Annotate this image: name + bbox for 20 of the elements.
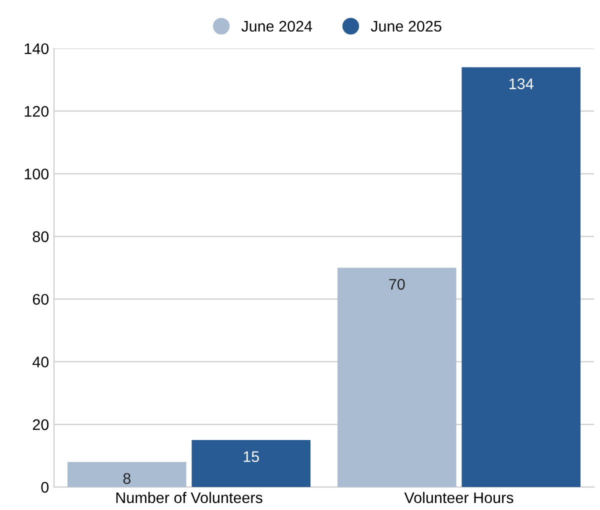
legend-label: June 2025 [370,20,442,32]
y-tick-label: 40 [32,356,49,368]
y-tick-label: 100 [24,168,49,180]
bar [192,440,310,488]
bar [338,268,456,488]
bar [462,67,580,488]
data-label: 15 [244,451,259,462]
y-tick-label: 80 [32,231,49,242]
y-tick-label: 140 [24,43,49,54]
y-tick-label: 0 [41,482,49,493]
data-label: 134 [510,78,534,90]
data-label: 8 [123,473,130,484]
data-label: 70 [389,278,405,290]
legend-label: June 2024 [241,20,312,32]
bar [68,462,186,488]
x-tick-label: Number of Volunteers [116,492,262,504]
x-tick-label: Volunteer Hours [404,492,514,504]
y-tick-label: 20 [32,419,49,430]
y-tick-label: 60 [32,294,49,305]
y-tick-label: 120 [24,106,49,117]
